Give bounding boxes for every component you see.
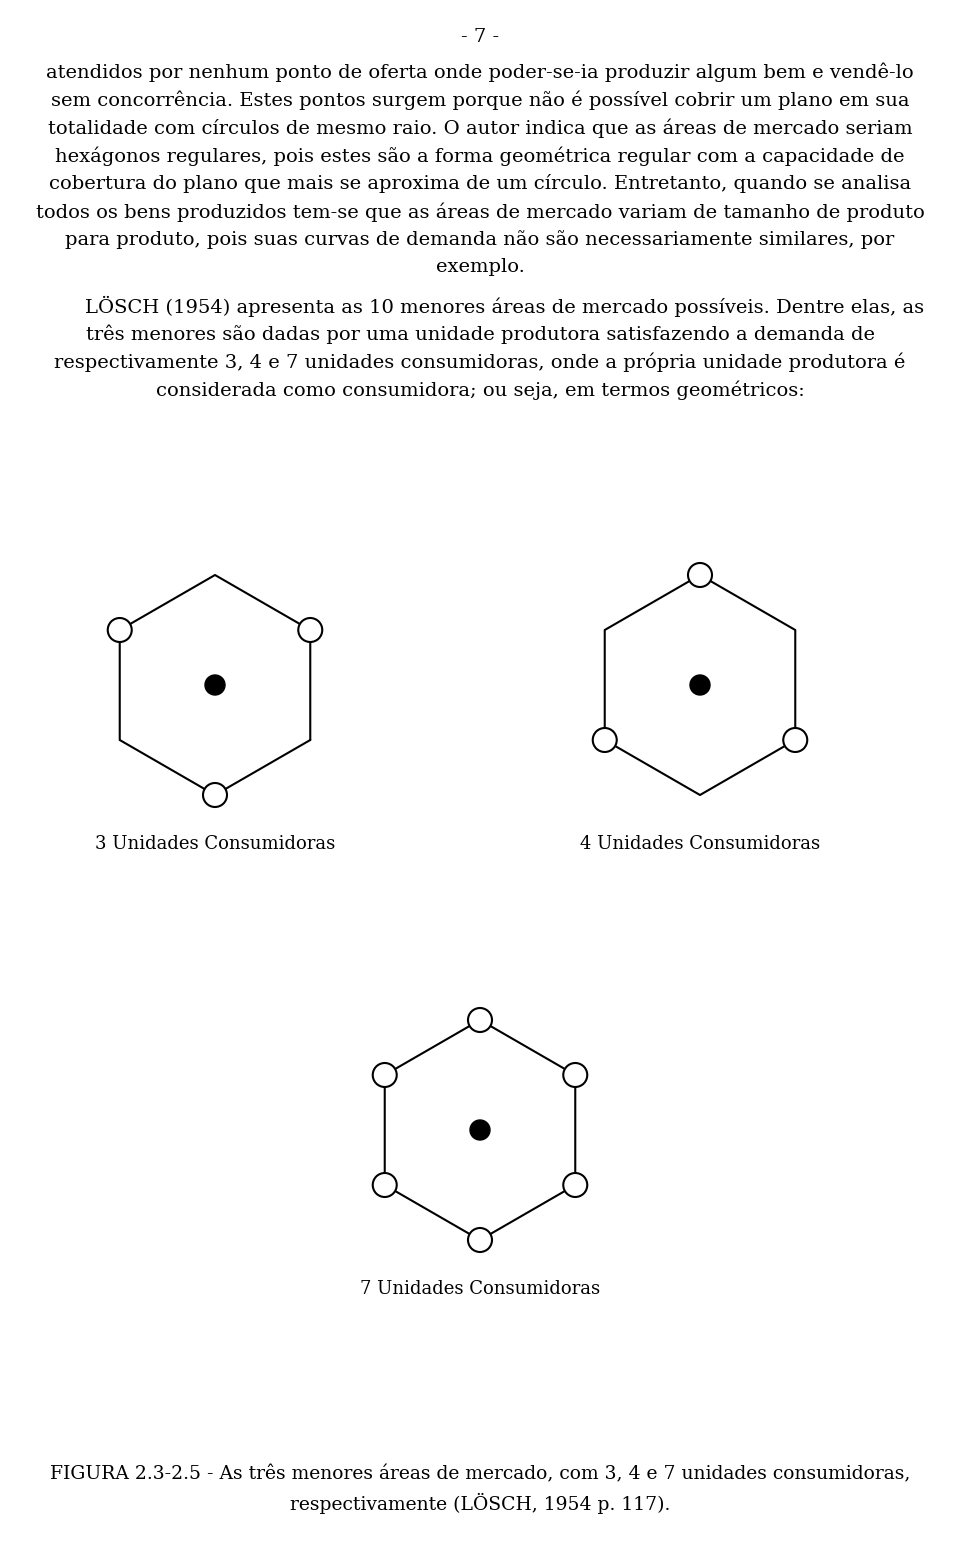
Circle shape — [108, 618, 132, 641]
Text: 7 Unidades Consumidoras: 7 Unidades Consumidoras — [360, 1279, 600, 1298]
Text: respectivamente 3, 4 e 7 unidades consumidoras, onde a própria unidade produtora: respectivamente 3, 4 e 7 unidades consum… — [55, 352, 905, 372]
Text: sem concorrência. Estes pontos surgem porque não é possível cobrir um plano em s: sem concorrência. Estes pontos surgem po… — [51, 90, 909, 110]
Circle shape — [468, 1008, 492, 1032]
Circle shape — [203, 782, 227, 807]
Text: cobertura do plano que mais se aproxima de um círculo. Entretanto, quando se ana: cobertura do plano que mais se aproxima … — [49, 173, 911, 194]
Text: LÖSCH (1954) apresenta as 10 menores áreas de mercado possíveis. Dentre elas, as: LÖSCH (1954) apresenta as 10 menores áre… — [36, 296, 924, 318]
Text: hexágonos regulares, pois estes são a forma geométrica regular com a capacidade : hexágonos regulares, pois estes são a fo… — [56, 146, 904, 166]
Text: considerada como consumidora; ou seja, em termos geométricos:: considerada como consumidora; ou seja, e… — [156, 380, 804, 400]
Circle shape — [783, 728, 807, 751]
Text: - 7 -: - 7 - — [461, 28, 499, 46]
Text: respectivamente (LÖSCH, 1954 p. 117).: respectivamente (LÖSCH, 1954 p. 117). — [290, 1493, 670, 1513]
Circle shape — [470, 1120, 490, 1140]
Circle shape — [299, 618, 323, 641]
Text: para produto, pois suas curvas de demanda não são necessariamente similares, por: para produto, pois suas curvas de demand… — [65, 229, 895, 249]
Circle shape — [468, 1228, 492, 1252]
Circle shape — [564, 1063, 588, 1087]
Circle shape — [372, 1063, 396, 1087]
Circle shape — [205, 675, 225, 696]
Text: exemplo.: exemplo. — [436, 259, 524, 276]
Circle shape — [592, 728, 616, 751]
Circle shape — [688, 562, 712, 587]
Text: três menores são dadas por uma unidade produtora satisfazendo a demanda de: três menores são dadas por uma unidade p… — [85, 324, 875, 344]
Circle shape — [372, 1173, 396, 1197]
Text: 3 Unidades Consumidoras: 3 Unidades Consumidoras — [95, 835, 335, 853]
Text: FIGURA 2.3-2.5 - As três menores áreas de mercado, com 3, 4 e 7 unidades consumi: FIGURA 2.3-2.5 - As três menores áreas d… — [50, 1465, 910, 1482]
Circle shape — [690, 675, 710, 696]
Text: 4 Unidades Consumidoras: 4 Unidades Consumidoras — [580, 835, 820, 853]
Text: atendidos por nenhum ponto de oferta onde poder-se-ia produzir algum bem e vendê: atendidos por nenhum ponto de oferta ond… — [46, 62, 914, 82]
Text: todos os bens produzidos tem-se que as áreas de mercado variam de tamanho de pro: todos os bens produzidos tem-se que as á… — [36, 201, 924, 222]
Circle shape — [564, 1173, 588, 1197]
Text: totalidade com círculos de mesmo raio. O autor indica que as áreas de mercado se: totalidade com círculos de mesmo raio. O… — [48, 118, 912, 138]
